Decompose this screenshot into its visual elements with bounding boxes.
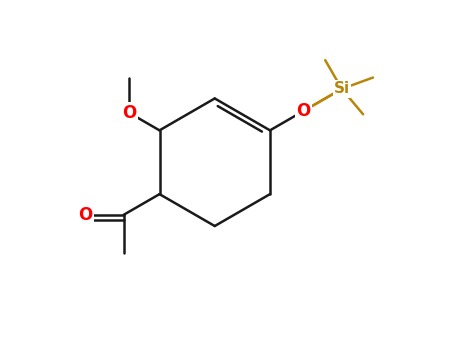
Text: Si: Si xyxy=(334,82,350,96)
Text: O: O xyxy=(296,102,310,120)
Text: O: O xyxy=(122,104,136,122)
Text: O: O xyxy=(78,206,92,224)
